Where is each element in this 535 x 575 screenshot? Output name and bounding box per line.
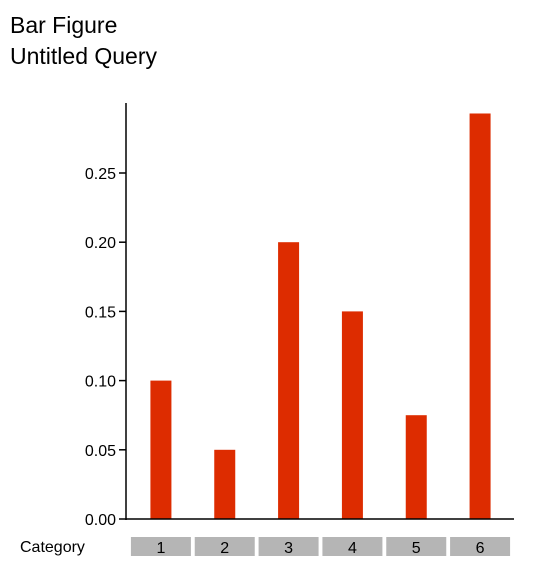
category-box-5 — [386, 537, 447, 556]
y-tick-label: 0.25 — [85, 166, 116, 183]
bar-5 — [405, 415, 427, 519]
chart-header: Bar Figure Untitled Query — [10, 10, 157, 72]
y-tick-label: 0.15 — [85, 304, 116, 321]
category-box-4 — [322, 537, 383, 556]
category-label-6: 6 — [476, 540, 485, 557]
bar-6 — [469, 113, 491, 519]
category-label-4: 4 — [348, 540, 357, 557]
y-axis: 0.00 0.05 0.10 0.15 0.20 0.25 — [85, 103, 127, 529]
bars-group — [150, 113, 491, 519]
category-label-5: 5 — [412, 540, 421, 557]
y-tick-label: 0.20 — [85, 235, 116, 252]
y-tick-label: 0.10 — [85, 374, 116, 391]
category-box-1 — [130, 537, 191, 556]
category-label-1: 1 — [156, 540, 165, 557]
x-axis-label: Category — [20, 539, 85, 556]
x-axis: Category 1 2 3 4 5 6 — [20, 518, 514, 557]
bar-1 — [150, 380, 172, 519]
y-tick-label: 0.00 — [85, 512, 116, 529]
bar-3 — [278, 242, 300, 519]
bar-4 — [341, 311, 363, 519]
category-label-2: 2 — [220, 540, 229, 557]
y-tick-label: 0.05 — [85, 443, 116, 460]
category-box-2 — [194, 537, 255, 556]
category-box-3 — [258, 537, 319, 556]
chart-title: Bar Figure — [10, 12, 118, 38]
bar-2 — [214, 449, 236, 519]
category-label-3: 3 — [284, 540, 293, 557]
chart-subtitle: Untitled Query — [10, 43, 158, 69]
category-box-6 — [450, 537, 511, 556]
